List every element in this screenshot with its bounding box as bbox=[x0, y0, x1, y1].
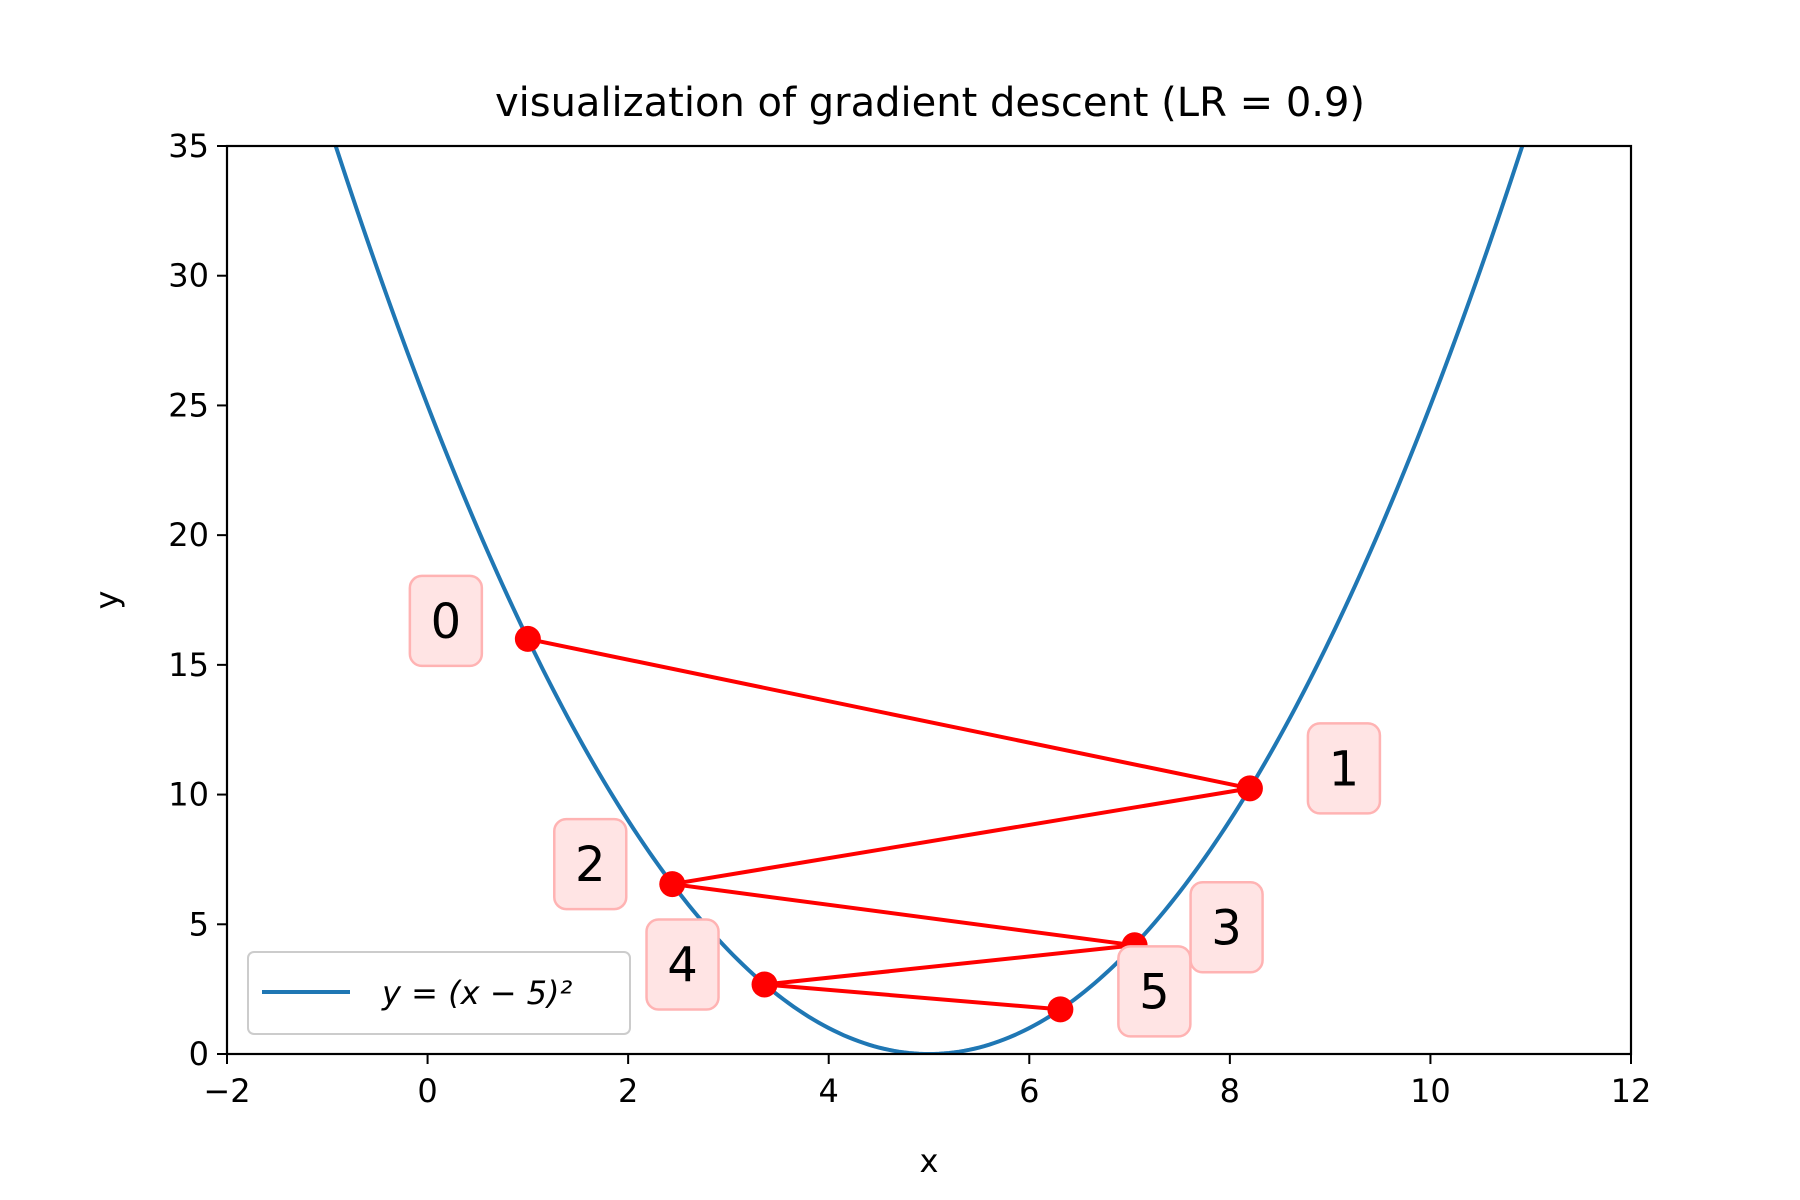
step-point-2 bbox=[659, 871, 686, 898]
step-point-1 bbox=[1236, 775, 1263, 802]
chart-title: visualization of gradient descent (LR = … bbox=[495, 80, 1365, 126]
step-segment-3-4 bbox=[764, 943, 1135, 987]
x-tick-label-5: 8 bbox=[1220, 1072, 1240, 1110]
parabola-curve bbox=[333, 146, 1525, 1054]
y-tick-label-4: 20 bbox=[168, 516, 209, 554]
step-segment-2-3 bbox=[672, 882, 1135, 948]
x-tick-label-7: 12 bbox=[1611, 1072, 1652, 1110]
x-axis-label: x bbox=[920, 1142, 939, 1180]
y-tick-label-0: 0 bbox=[189, 1035, 209, 1073]
step-label-0: 0 bbox=[431, 594, 462, 650]
plot-frame bbox=[225, 144, 1633, 1056]
y-tick-label-3: 15 bbox=[168, 646, 209, 684]
y-tick-label-1: 5 bbox=[189, 905, 209, 943]
step-label-2: 2 bbox=[575, 837, 606, 893]
x-tick-label-0: −2 bbox=[203, 1072, 250, 1110]
legend-label: y = (x − 5)² bbox=[381, 974, 573, 1012]
y-tick-label-5: 25 bbox=[168, 386, 209, 424]
step-segment-4-5 bbox=[764, 982, 1061, 1012]
x-tick-label-2: 2 bbox=[618, 1072, 638, 1110]
step-segment-1-2 bbox=[671, 786, 1251, 887]
step-label-box-2 bbox=[553, 817, 628, 911]
step-label-box-4 bbox=[645, 918, 720, 1011]
step-label-box-3 bbox=[1189, 881, 1264, 974]
step-point-0 bbox=[514, 625, 541, 652]
step-point-4 bbox=[751, 971, 778, 998]
step-label-box-1 bbox=[1306, 722, 1382, 815]
y-axis-ticks: 0 5 10 15 20 25 30 35 bbox=[168, 127, 227, 1073]
step-segment-0-1 bbox=[527, 636, 1251, 791]
legend: y = (x − 5)² bbox=[247, 951, 631, 1035]
step-label-box-0 bbox=[408, 574, 484, 668]
step-label-4: 4 bbox=[667, 937, 698, 993]
curve-layer bbox=[333, 146, 1525, 1054]
y-axis-label: y bbox=[88, 591, 126, 610]
steps-layer: 0 1 2 3 4 5 bbox=[408, 574, 1382, 1038]
y-tick-label-6: 30 bbox=[168, 257, 209, 295]
step-label-3: 3 bbox=[1211, 900, 1242, 956]
y-tick-label-2: 10 bbox=[168, 776, 209, 814]
x-axis-ticks: −2 0 2 4 6 8 10 12 bbox=[203, 1054, 1651, 1110]
legend-box bbox=[247, 951, 631, 1035]
step-label-1: 1 bbox=[1329, 741, 1360, 797]
step-label-box-5 bbox=[1117, 945, 1192, 1038]
step-label-5: 5 bbox=[1139, 964, 1170, 1020]
x-tick-label-3: 4 bbox=[819, 1072, 839, 1110]
y-tick-label-7: 35 bbox=[168, 127, 209, 165]
x-tick-label-1: 0 bbox=[417, 1072, 437, 1110]
x-tick-label-6: 10 bbox=[1410, 1072, 1451, 1110]
x-tick-label-4: 6 bbox=[1019, 1072, 1039, 1110]
step-point-5 bbox=[1047, 996, 1074, 1023]
